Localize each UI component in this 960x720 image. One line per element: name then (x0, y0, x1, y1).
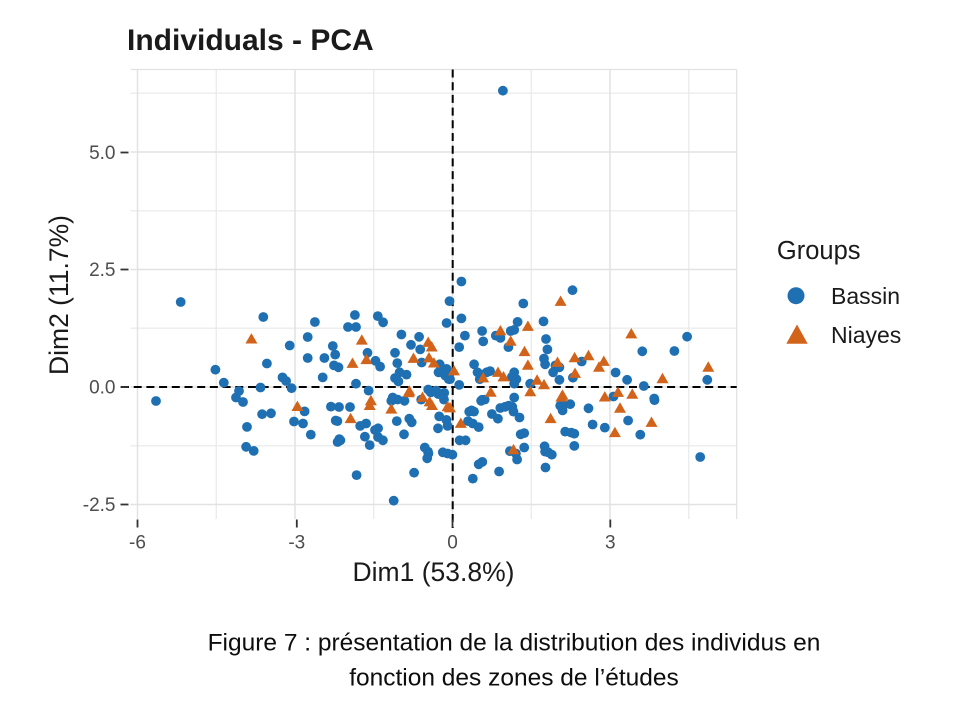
svg-text:Dim1 (53.8%): Dim1 (53.8%) (353, 557, 515, 587)
svg-text:-6: -6 (129, 533, 146, 554)
svg-text:5.0: 5.0 (89, 143, 115, 164)
svg-text:Niayes: Niayes (831, 322, 901, 348)
svg-text:0: 0 (447, 533, 458, 554)
svg-text:0.0: 0.0 (89, 378, 115, 399)
svg-text:Bassin: Bassin (831, 283, 900, 309)
svg-text:-3: -3 (288, 533, 305, 554)
svg-text:2.5: 2.5 (89, 260, 115, 281)
svg-text:-2.5: -2.5 (83, 495, 116, 516)
svg-text:3: 3 (605, 533, 616, 554)
svg-text:Individuals - PCA: Individuals - PCA (127, 24, 374, 57)
svg-text:fonction des zones de l’études: fonction des zones de l’études (349, 665, 679, 692)
svg-text:Groups: Groups (777, 237, 861, 265)
svg-text:Figure 7 : présentation de la: Figure 7 : présentation de la distributi… (208, 630, 821, 657)
svg-text:Dim2 (11.7%): Dim2 (11.7%) (44, 215, 74, 375)
